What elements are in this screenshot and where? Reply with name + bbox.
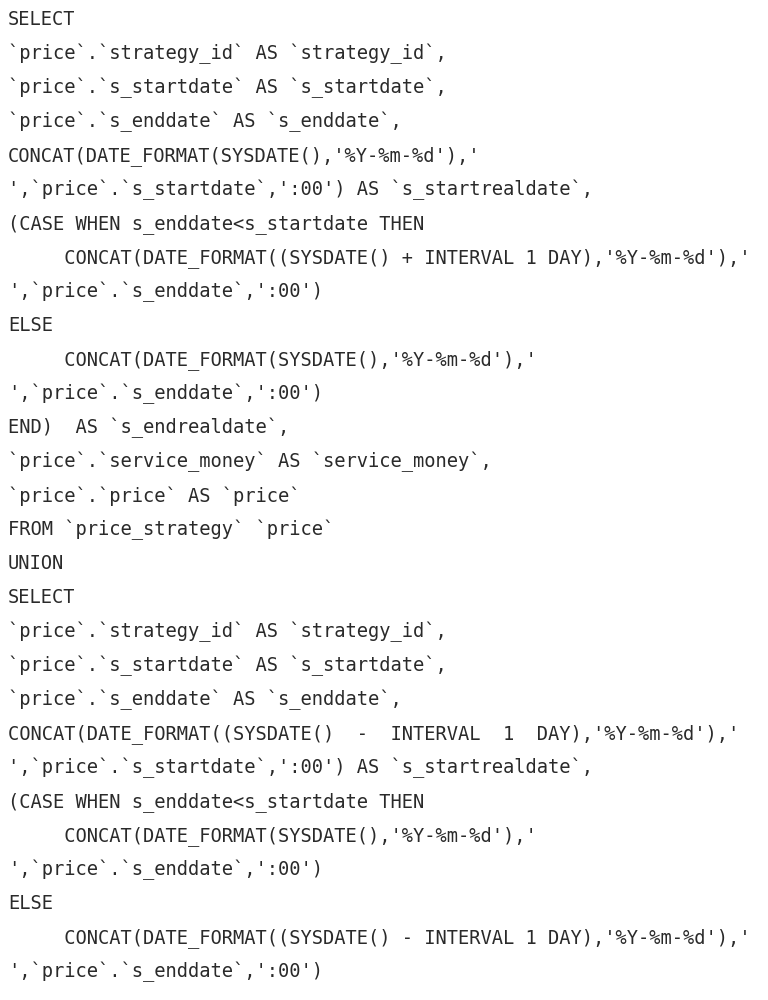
Text: FROM `price_strategy` `price`: FROM `price_strategy` `price` — [8, 520, 334, 540]
Text: `price`.`s_enddate` AS `s_enddate`,: `price`.`s_enddate` AS `s_enddate`, — [8, 112, 402, 132]
Text: CONCAT(DATE_FORMAT(SYSDATE(),'%Y-%m-%d'),': CONCAT(DATE_FORMAT(SYSDATE(),'%Y-%m-%d')… — [8, 350, 537, 370]
Text: SELECT: SELECT — [8, 10, 75, 29]
Text: END)  AS `s_endrealdate`,: END) AS `s_endrealdate`, — [8, 418, 290, 438]
Text: `price`.`strategy_id` AS `strategy_id`,: `price`.`strategy_id` AS `strategy_id`, — [8, 44, 447, 64]
Text: CONCAT(DATE_FORMAT((SYSDATE() - INTERVAL 1 DAY),'%Y-%m-%d'),': CONCAT(DATE_FORMAT((SYSDATE() - INTERVAL… — [8, 928, 750, 948]
Text: `price`.`s_startdate` AS `s_startdate`,: `price`.`s_startdate` AS `s_startdate`, — [8, 656, 447, 676]
Text: ELSE: ELSE — [8, 894, 53, 913]
Text: UNION: UNION — [8, 554, 65, 573]
Text: `price`.`price` AS `price`: `price`.`price` AS `price` — [8, 486, 300, 506]
Text: `price`.`s_startdate` AS `s_startdate`,: `price`.`s_startdate` AS `s_startdate`, — [8, 78, 447, 98]
Text: (CASE WHEN s_enddate<s_startdate THEN: (CASE WHEN s_enddate<s_startdate THEN — [8, 214, 424, 234]
Text: ',`price`.`s_enddate`,':00'): ',`price`.`s_enddate`,':00') — [8, 962, 323, 982]
Text: ',`price`.`s_enddate`,':00'): ',`price`.`s_enddate`,':00') — [8, 860, 323, 880]
Text: `price`.`service_money` AS `service_money`,: `price`.`service_money` AS `service_mone… — [8, 452, 492, 472]
Text: CONCAT(DATE_FORMAT((SYSDATE()  -  INTERVAL  1  DAY),'%Y-%m-%d'),': CONCAT(DATE_FORMAT((SYSDATE() - INTERVAL… — [8, 724, 740, 744]
Text: ELSE: ELSE — [8, 316, 53, 335]
Text: ',`price`.`s_enddate`,':00'): ',`price`.`s_enddate`,':00') — [8, 384, 323, 404]
Text: CONCAT(DATE_FORMAT(SYSDATE(),'%Y-%m-%d'),': CONCAT(DATE_FORMAT(SYSDATE(),'%Y-%m-%d')… — [8, 146, 481, 166]
Text: ',`price`.`s_enddate`,':00'): ',`price`.`s_enddate`,':00') — [8, 282, 323, 302]
Text: ',`price`.`s_startdate`,':00') AS `s_startrealdate`,: ',`price`.`s_startdate`,':00') AS `s_sta… — [8, 758, 593, 778]
Text: SELECT: SELECT — [8, 588, 75, 607]
Text: `price`.`strategy_id` AS `strategy_id`,: `price`.`strategy_id` AS `strategy_id`, — [8, 622, 447, 642]
Text: CONCAT(DATE_FORMAT((SYSDATE() + INTERVAL 1 DAY),'%Y-%m-%d'),': CONCAT(DATE_FORMAT((SYSDATE() + INTERVAL… — [8, 248, 750, 268]
Text: ',`price`.`s_startdate`,':00') AS `s_startrealdate`,: ',`price`.`s_startdate`,':00') AS `s_sta… — [8, 180, 593, 200]
Text: CONCAT(DATE_FORMAT(SYSDATE(),'%Y-%m-%d'),': CONCAT(DATE_FORMAT(SYSDATE(),'%Y-%m-%d')… — [8, 826, 537, 846]
Text: (CASE WHEN s_enddate<s_startdate THEN: (CASE WHEN s_enddate<s_startdate THEN — [8, 792, 424, 812]
Text: `price`.`s_enddate` AS `s_enddate`,: `price`.`s_enddate` AS `s_enddate`, — [8, 690, 402, 710]
